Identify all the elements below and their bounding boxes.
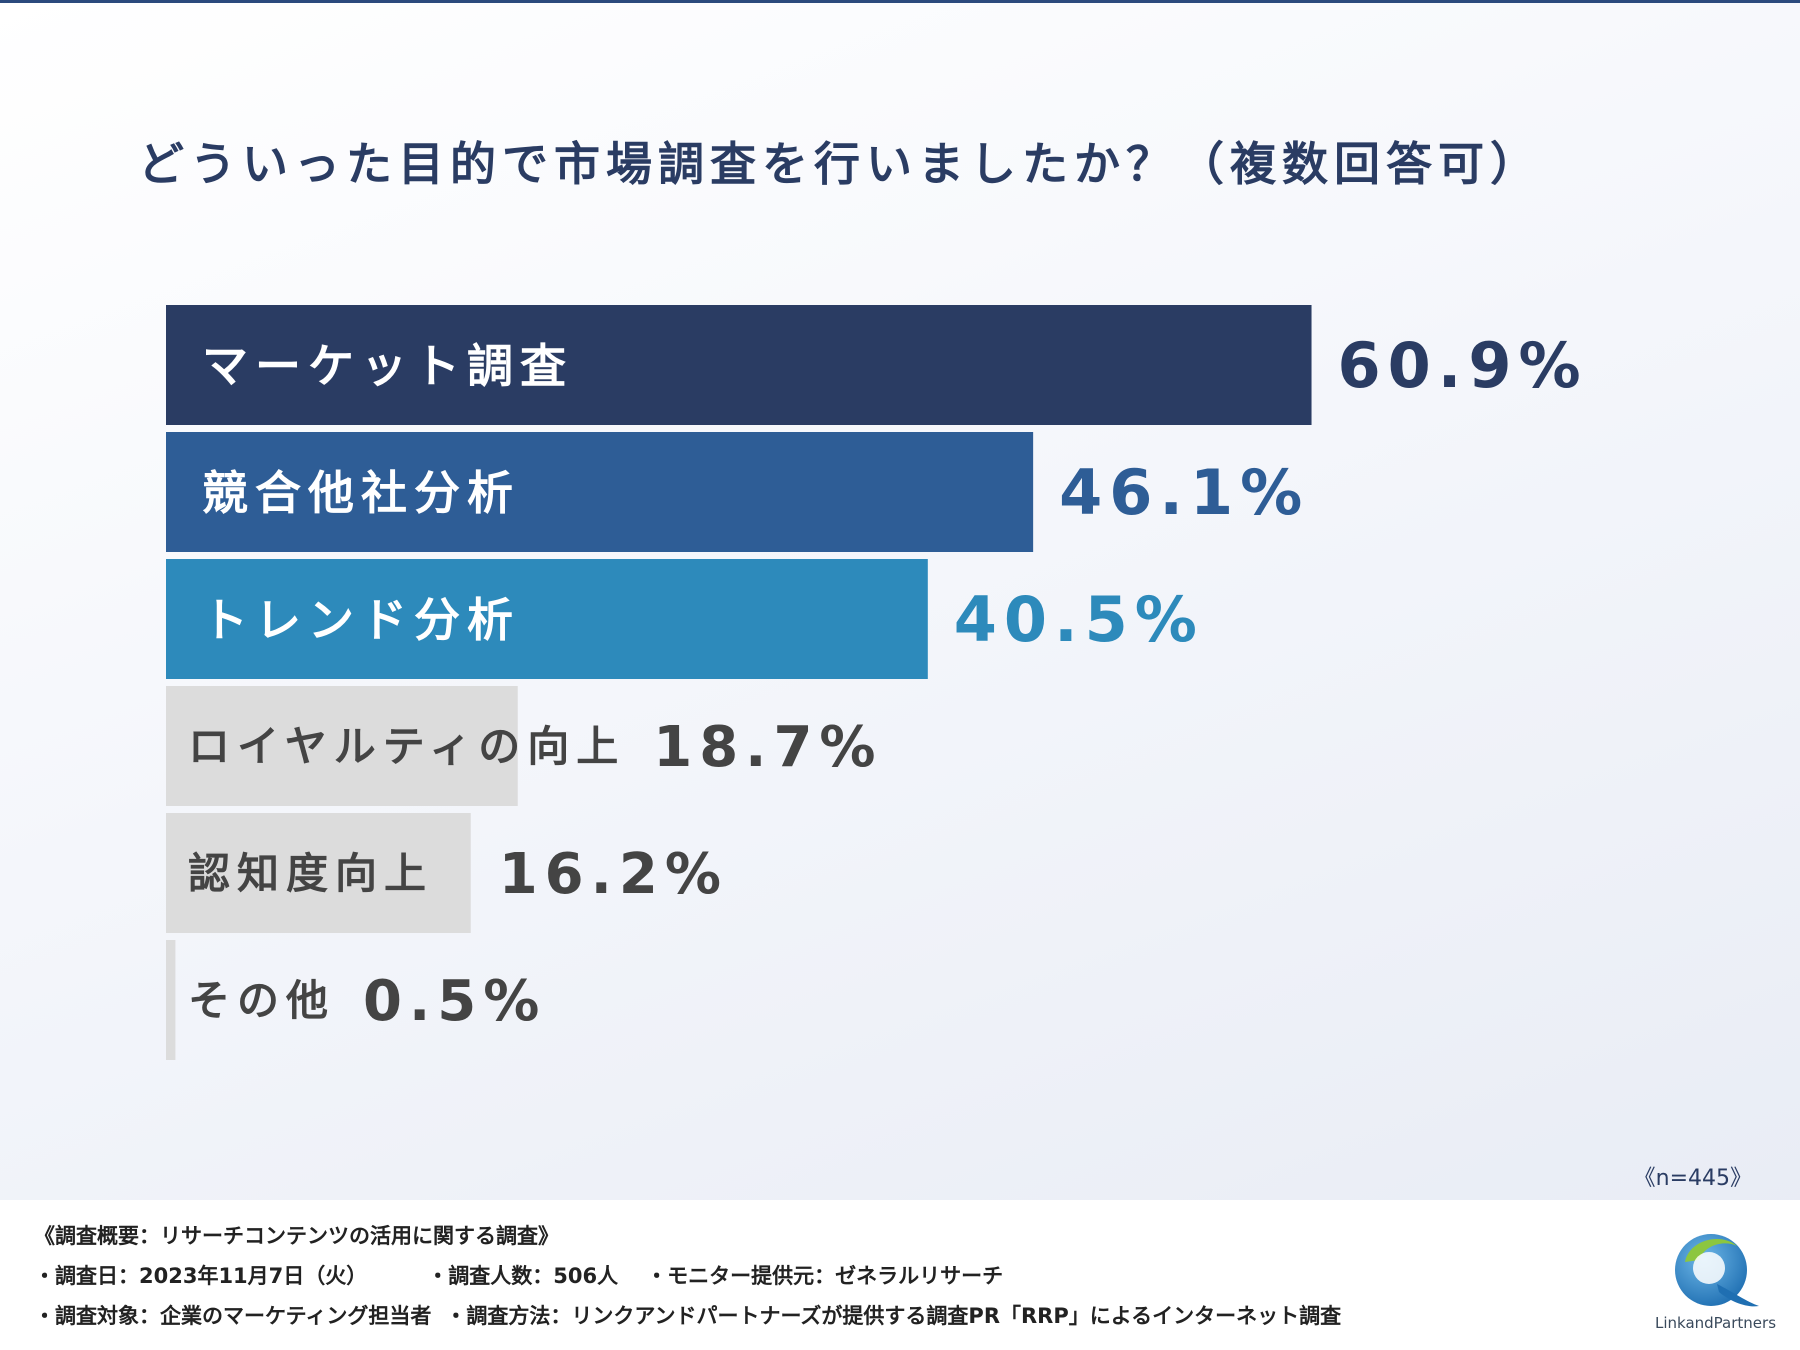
bar-label-1: マーケット調査 <box>202 339 573 393</box>
survey-monitor: ・モニター提供元：ゼネラルリサーチ <box>646 1264 1004 1288</box>
survey-date: ・調査日：2023年11月7日（火） <box>34 1264 368 1288</box>
bar-label-5: 認知度向上 <box>188 849 433 898</box>
bar-6 <box>166 940 176 1060</box>
bar-label-6: その他 <box>188 976 335 1025</box>
bar-label-4: ロイヤルティの向上 <box>188 722 625 771</box>
footer-row-2: ・調査対象：企業のマーケティング担当者 ・調査方法：リンクアンドパートナーズが提供… <box>34 1300 1341 1330</box>
value-label-1: 60.9% <box>1338 329 1588 402</box>
survey-method: ・調査方法：リンクアンドパートナーズが提供する調査PR「RRP」によるインターネ… <box>445 1304 1342 1328</box>
bar-5 <box>166 813 471 933</box>
footer-row-1: ・調査日：2023年11月7日（火） ・調査人数：506人 ・モニター提供元：ゼネラ… <box>34 1260 1003 1290</box>
value-label-4: 18.7% <box>653 715 882 780</box>
value-label-2: 46.1% <box>1059 456 1309 529</box>
page-title: どういった目的で市場調査を行いましたか？（複数回答可） <box>138 137 1542 191</box>
bar-label-2: 競合他社分析 <box>202 466 520 520</box>
logo-mark-icon <box>1675 1234 1759 1307</box>
bar-2 <box>166 432 1034 552</box>
survey-footer: 《調査概要：リサーチコンテンツの活用に関する調査》 ・調査日：2023年11月7… <box>0 1200 1800 1350</box>
value-label-3: 40.5% <box>954 583 1204 656</box>
bar-4 <box>166 686 518 806</box>
value-label-6: 0.5% <box>363 969 546 1034</box>
value-label-5: 16.2% <box>499 842 728 907</box>
sample-size: 《n=445》 <box>1633 1166 1752 1191</box>
company-logo: LinkandPartners <box>1655 1222 1777 1332</box>
footer-heading: 《調査概要：リサーチコンテンツの活用に関する調査》 <box>34 1224 559 1248</box>
survey-respondents: ・調査人数：506人 <box>427 1264 619 1288</box>
logo-text: LinkandPartners <box>1655 1314 1777 1332</box>
survey-target: ・調査対象：企業のマーケティング担当者 <box>34 1304 432 1328</box>
bar-1 <box>166 305 1312 425</box>
top-rule <box>0 0 1800 3</box>
bar-label-3: トレンド分析 <box>202 593 520 647</box>
bar-3 <box>166 559 928 679</box>
bar-chart: マーケット調査 60.9% 競合他社分析 46.1% トレンド分析 40.5% ロイヤルティ… <box>166 305 1588 1060</box>
